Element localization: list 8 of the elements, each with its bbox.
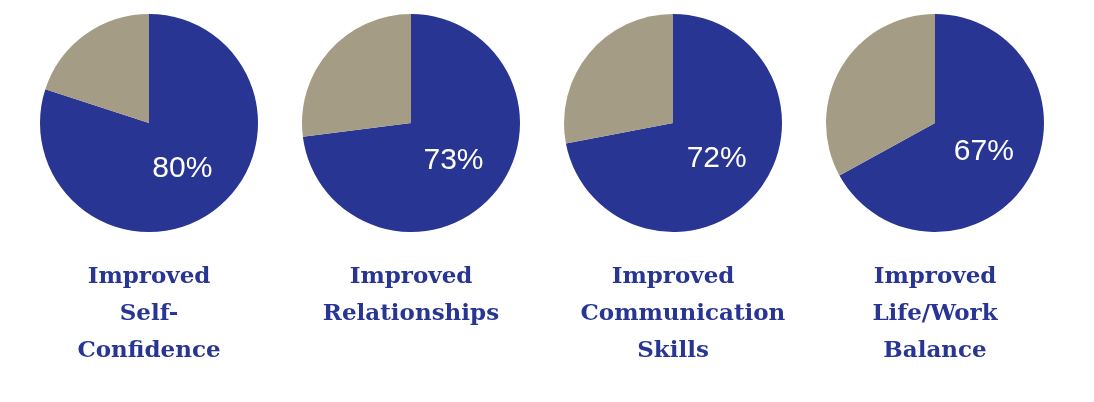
text: Improved Life/Work Balance	[871, 260, 999, 364]
data-label: 80%	[152, 150, 213, 184]
data-label: 73%	[423, 141, 484, 175]
text: Improved Self-Confidence	[76, 260, 222, 364]
data-label: 67%	[953, 133, 1014, 167]
data-label: 72%	[686, 140, 747, 174]
text: Improved Relationships	[321, 260, 501, 327]
text: Improved Communication Skills	[580, 260, 786, 364]
